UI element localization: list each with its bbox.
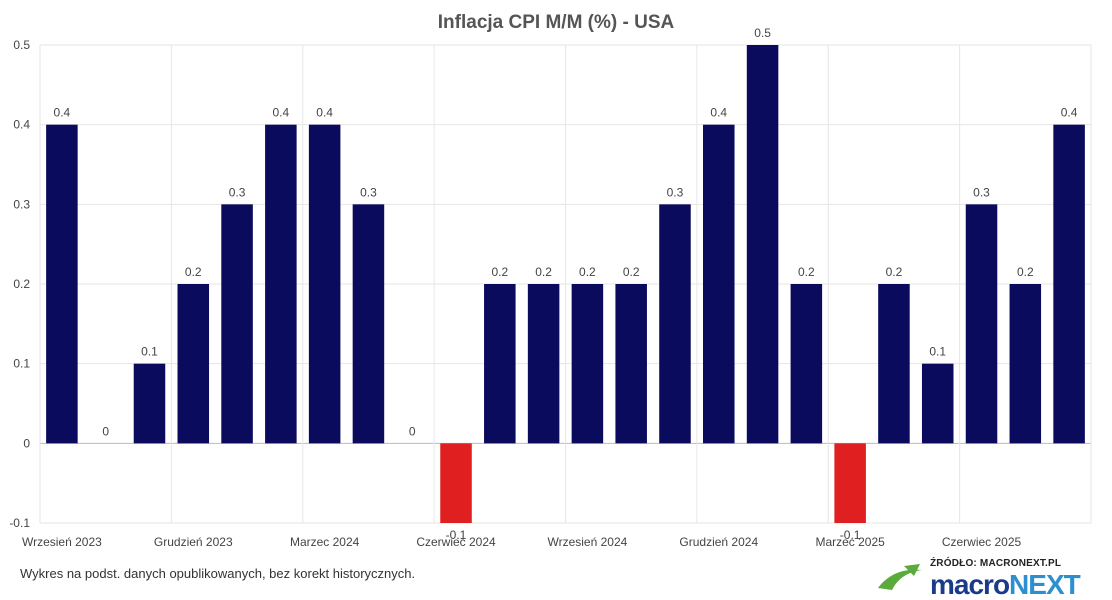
data-label: 0 (102, 424, 109, 438)
data-label: 0.2 (798, 265, 815, 279)
data-label: 0 (409, 424, 416, 438)
y-tick-label: 0.2 (13, 277, 30, 291)
y-tick-label: -0.1 (9, 516, 30, 530)
data-label: 0.4 (1061, 106, 1078, 120)
data-label: -0.1 (446, 528, 467, 542)
bar (746, 45, 779, 444)
x-tick-label: Wrzesień 2023 (22, 535, 102, 549)
logo-text-macro: macro (930, 569, 1010, 600)
footnote: Wykres na podst. danych opublikowanych, … (20, 566, 416, 581)
data-label: 0.3 (973, 185, 990, 199)
bar (965, 204, 998, 444)
data-label: 0.4 (316, 106, 333, 120)
x-tick-label: Czerwiec 2025 (942, 535, 1022, 549)
data-label: 0.5 (754, 26, 771, 40)
svg-text:macroNEXT: macroNEXT (930, 569, 1081, 600)
y-tick-label: 0 (23, 436, 30, 450)
bar (133, 363, 166, 444)
data-label: 0.1 (141, 345, 158, 359)
data-label: 0.4 (54, 106, 71, 120)
bar (1009, 284, 1042, 444)
source-label: ŹRÓDŁO: MACRONEXT.PL (930, 558, 1062, 569)
bar (790, 284, 823, 444)
macronext-logo: macroNEXT (878, 564, 1082, 600)
data-label: 0.4 (710, 106, 727, 120)
x-tick-label: Marzec 2025 (815, 535, 885, 549)
data-label: 0.2 (886, 265, 903, 279)
bar (484, 284, 516, 444)
x-tick-label: Wrzesień 2024 (547, 535, 627, 549)
logo-text-next: NEXT (1009, 569, 1081, 600)
bar (615, 284, 647, 444)
bar (46, 124, 78, 444)
bar (308, 124, 341, 444)
data-label: 0.3 (360, 185, 377, 199)
x-tick-label: Czerwiec 2024 (416, 535, 496, 549)
bar (440, 443, 472, 523)
data-label: 0.3 (229, 185, 246, 199)
y-tick-label: 0.4 (13, 118, 30, 132)
bar (265, 124, 297, 444)
data-label: 0.1 (929, 345, 946, 359)
bar (921, 363, 954, 444)
data-label: 0.2 (491, 265, 508, 279)
data-label: -0.1 (840, 528, 861, 542)
logo-swoosh-icon (878, 569, 922, 590)
data-label: 0.2 (535, 265, 552, 279)
bar (221, 204, 253, 444)
data-label: 0.2 (1017, 265, 1034, 279)
bar (703, 124, 735, 444)
bar (659, 204, 691, 444)
data-label: 0.3 (667, 185, 684, 199)
data-label: 0.2 (579, 265, 596, 279)
data-label: 0.2 (623, 265, 640, 279)
chart-title: Inflacja CPI M/M (%) - USA (438, 12, 675, 33)
chart: Inflacja CPI M/M (%) - USA -0.1 0 0.1 0.2 0.3… (9, 12, 1092, 549)
y-tick-label: 0.1 (13, 357, 30, 371)
x-tick-label: Grudzień 2023 (154, 535, 233, 549)
bar (834, 443, 866, 523)
bar (177, 284, 210, 444)
y-tick-label: 0.3 (13, 197, 30, 211)
bar (1053, 124, 1085, 444)
bar (527, 284, 560, 444)
bar (571, 284, 604, 444)
y-tick-label: 0.5 (13, 38, 30, 52)
x-tick-label: Grudzień 2024 (679, 535, 758, 549)
data-label: 0.4 (273, 106, 290, 120)
bar (352, 204, 385, 444)
bar (878, 284, 910, 444)
data-label: 0.2 (185, 265, 202, 279)
x-tick-label: Marzec 2024 (290, 535, 360, 549)
